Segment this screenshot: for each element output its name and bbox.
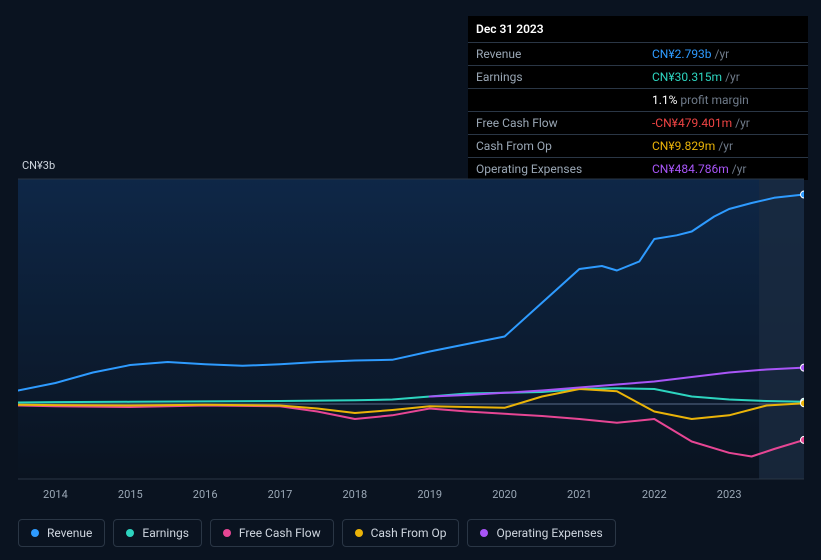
legend: Revenue Earnings Free Cash Flow Cash From O… [18, 519, 616, 547]
legend-label: Earnings [142, 526, 189, 540]
tooltip-key [468, 89, 644, 112]
data-tooltip: Dec 31 2023 RevenueCN¥2.793b /yr Earning… [468, 16, 808, 180]
line-chart [18, 165, 804, 485]
legend-item[interactable]: Revenue [18, 519, 105, 547]
x-tick-label: 2022 [642, 488, 667, 501]
legend-label: Free Cash Flow [239, 526, 321, 540]
tooltip-date: Dec 31 2023 [468, 16, 808, 42]
x-tick-label: 2015 [118, 488, 143, 501]
tooltip-key: Free Cash Flow [468, 112, 644, 135]
tooltip-key: Earnings [468, 66, 644, 89]
x-tick-label: 2023 [717, 488, 742, 501]
x-axis-ticks: 2014 2015 2016 2017 2018 2019 2020 2021 2022 2023 [18, 488, 804, 504]
tooltip-val: CN¥9.829m /yr [644, 135, 808, 158]
tooltip-val: CN¥2.793b /yr [644, 43, 808, 66]
x-tick-label: 2016 [193, 488, 218, 501]
x-tick-label: 2020 [492, 488, 517, 501]
tooltip-val: CN¥30.315m /yr [644, 66, 808, 89]
x-tick-label: 2014 [43, 488, 68, 501]
tooltip-key: Cash From Op [468, 135, 644, 158]
legend-item[interactable]: Free Cash Flow [210, 519, 334, 547]
legend-label: Cash From Op [371, 526, 447, 540]
legend-dot [31, 529, 39, 537]
tooltip-table: RevenueCN¥2.793b /yr EarningsCN¥30.315m … [468, 42, 808, 180]
tooltip-row: 1.1% profit margin [468, 89, 808, 112]
x-tick-label: 2019 [417, 488, 442, 501]
tooltip-row: RevenueCN¥2.793b /yr [468, 43, 808, 66]
legend-item[interactable]: Earnings [113, 519, 202, 547]
tooltip-row: EarningsCN¥30.315m /yr [468, 66, 808, 89]
legend-dot [223, 529, 231, 537]
tooltip-row: Cash From OpCN¥9.829m /yr [468, 135, 808, 158]
chart-svg [18, 165, 804, 485]
tooltip-val: 1.1% profit margin [644, 89, 808, 112]
x-tick-label: 2017 [268, 488, 293, 501]
legend-label: Revenue [47, 526, 92, 540]
x-tick-label: 2018 [342, 488, 367, 501]
legend-label: Operating Expenses [496, 526, 602, 540]
legend-dot [126, 529, 134, 537]
tooltip-key: Revenue [468, 43, 644, 66]
x-tick-label: 2021 [567, 488, 592, 501]
tooltip-row: Free Cash Flow-CN¥479.401m /yr [468, 112, 808, 135]
tooltip-val: -CN¥479.401m /yr [644, 112, 808, 135]
legend-item[interactable]: Cash From Op [342, 519, 460, 547]
legend-dot [480, 529, 488, 537]
legend-item[interactable]: Operating Expenses [467, 519, 615, 547]
legend-dot [355, 529, 363, 537]
